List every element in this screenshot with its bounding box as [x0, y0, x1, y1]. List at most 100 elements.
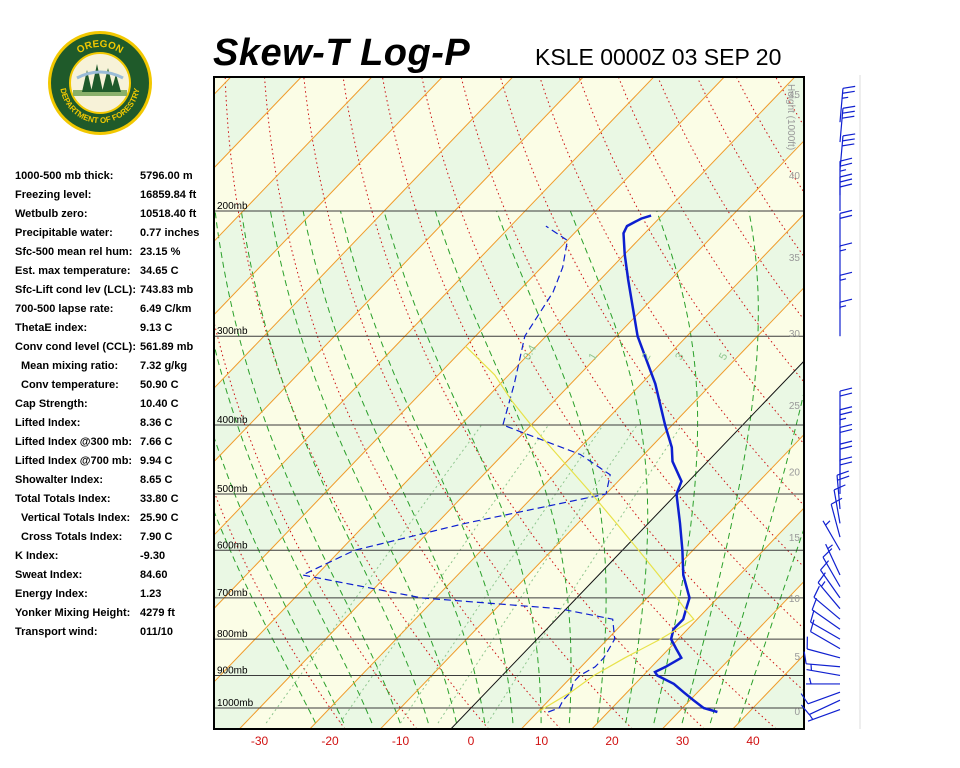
- wind-barb-full: [839, 387, 853, 392]
- index-row: Conv cond level (CCL): 561.89 mb: [15, 339, 210, 358]
- index-label: Sfc-500 mean rel hum:: [15, 246, 133, 258]
- height-tick-label: 15: [789, 533, 801, 544]
- wind-barb: [811, 598, 841, 630]
- index-label: Sweat Index:: [15, 569, 83, 581]
- wind-barb: [839, 173, 853, 211]
- index-label: Sfc-Lift cond lev (LCL):: [15, 284, 136, 296]
- wind-barb-full: [839, 411, 853, 416]
- diagram-gridlines: [214, 77, 960, 729]
- index-row: Lifted Index: 8.36 C: [15, 415, 210, 434]
- wind-barb-full: [839, 445, 853, 450]
- height-tick-label: 20: [789, 468, 801, 479]
- index-label: Precipitable water:: [15, 227, 113, 239]
- wind-barb-full: [839, 242, 853, 247]
- index-label: 700-500 lapse rate:: [15, 303, 114, 315]
- index-label: Lifted Index @300 mb:: [15, 436, 133, 448]
- pressure-label: 1000mb: [217, 698, 254, 709]
- index-value: -9.30: [140, 550, 166, 562]
- index-label: Conv temperature:: [21, 379, 119, 391]
- isotherm: [214, 77, 796, 683]
- wind-barb-half: [839, 278, 847, 281]
- wind-barb-staff: [817, 582, 841, 610]
- height-tick-label: 45: [789, 90, 801, 101]
- isotherm: [214, 77, 725, 610]
- moist-adiabat: [434, 210, 572, 724]
- wind-barb-column: [800, 75, 861, 729]
- index-value: 34.65 C: [140, 265, 179, 277]
- index-label: Vertical Totals Index:: [21, 512, 131, 524]
- index-label: Lifted Index:: [15, 417, 81, 429]
- moist-adiabat: [302, 210, 486, 724]
- wind-barb-full: [839, 440, 853, 445]
- wind-barb-full: [813, 585, 820, 598]
- wind-barb-staff: [808, 699, 841, 716]
- temperature-tick-label: 30: [676, 734, 690, 748]
- moist-adiabat: [383, 210, 542, 724]
- index-label: Mean mixing ratio:: [21, 360, 119, 372]
- wind-barb-full: [842, 110, 855, 114]
- index-value: 7.90 C: [140, 531, 173, 543]
- parcel-trace: [465, 345, 695, 713]
- pressure-label: 900mb: [217, 665, 248, 676]
- index-value: 5796.00 m: [140, 170, 193, 182]
- wind-barb-full: [839, 157, 853, 162]
- dry-adiabat: [815, 77, 960, 729]
- wind-barb-staff: [825, 543, 841, 576]
- wind-barb: [839, 242, 853, 280]
- dry-adiabat: [539, 77, 804, 507]
- logo-top-text: OREGON: [75, 39, 125, 56]
- pressure-label: 400mb: [217, 415, 248, 426]
- index-row: Energy Index: 1.23: [15, 586, 210, 605]
- zero-isotherm: [450, 360, 804, 729]
- index-value: 7.66 C: [140, 436, 173, 448]
- index-row: Cross Totals Index: 7.90 C: [15, 529, 210, 548]
- index-value: 0.77 inches: [140, 227, 200, 239]
- oregon-department-of-forestry-logo: OREGON DEPARTMENT OF FORESTRY: [47, 30, 153, 136]
- index-value: 011/10: [140, 626, 174, 638]
- pressure-label: 600mb: [217, 540, 248, 551]
- index-value: 84.60: [140, 569, 168, 581]
- index-value: 16859.84 ft: [140, 189, 197, 201]
- index-label: Energy Index:: [15, 588, 88, 600]
- index-row: Conv temperature: 50.90 C: [15, 377, 210, 396]
- index-row: K Index: -9.30: [15, 548, 210, 567]
- diagram-labels: 200mb 300mb 400mb 500mb 600mb 700mb 800mb 900mb…: [217, 84, 800, 718]
- isotherm: [214, 77, 373, 243]
- temperature-tick-label: 10: [535, 734, 549, 748]
- wind-barb-full: [842, 105, 856, 109]
- height-tick-label: 25: [789, 401, 801, 412]
- wind-barb: [839, 387, 853, 426]
- wind-barb-half: [808, 713, 814, 720]
- isotherm: [309, 213, 804, 729]
- temperature-band: [874, 77, 960, 729]
- pressure-label: 300mb: [217, 326, 248, 337]
- wind-barb-full: [817, 572, 826, 584]
- isotherm: [591, 507, 804, 729]
- dry-adiabat: [933, 77, 960, 729]
- index-row: Precipitable water: 0.77 inches: [15, 225, 210, 244]
- wind-barb-full: [839, 183, 853, 188]
- index-value: 1.23: [140, 588, 162, 600]
- wind-barb: [806, 664, 841, 677]
- dry-adiabat: [303, 77, 633, 729]
- index-label: Showalter Index:: [15, 474, 104, 486]
- index-value: 25.90 C: [140, 512, 179, 524]
- wind-barb: [809, 619, 841, 650]
- index-row: Vertical Totals Index: 25.90 C: [15, 510, 210, 529]
- index-row: Showalter Index: 8.65 C: [15, 472, 210, 491]
- wind-barb-half: [839, 248, 847, 252]
- wind-barb-full: [839, 173, 853, 178]
- wind-barb-full: [839, 178, 853, 183]
- temperature-tick-label: -30: [251, 734, 269, 748]
- index-value: 10.40 C: [140, 398, 179, 410]
- dry-adiabat: [342, 77, 705, 729]
- index-row: ThetaE index: 9.13 C: [15, 320, 210, 339]
- dry-adiabat: [894, 77, 960, 729]
- wind-barb-staff: [839, 88, 844, 123]
- index-row: 700-500 lapse rate: 6.49 C/km: [15, 301, 210, 320]
- isotherm: [214, 77, 655, 536]
- wind-barb-staff: [822, 520, 841, 551]
- wind-barb-staff: [813, 596, 841, 620]
- index-row: Sfc-Lift cond lev (LCL): 743.83 mb: [15, 282, 210, 301]
